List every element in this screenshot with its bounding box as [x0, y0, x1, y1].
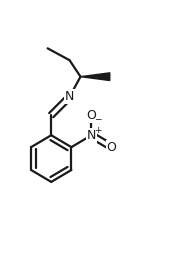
Text: N: N	[65, 90, 74, 103]
Text: −: −	[94, 115, 101, 124]
Text: +: +	[94, 126, 101, 135]
Polygon shape	[81, 73, 110, 81]
Text: N: N	[87, 129, 96, 142]
Text: O: O	[87, 109, 96, 122]
Text: O: O	[107, 141, 117, 154]
